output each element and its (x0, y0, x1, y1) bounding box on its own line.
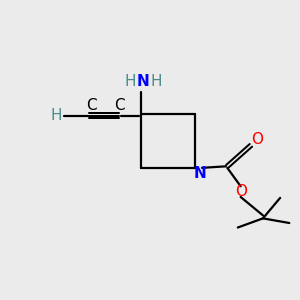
Text: H: H (150, 74, 162, 89)
Text: N: N (136, 74, 149, 89)
Text: O: O (235, 184, 247, 199)
Text: O: O (252, 131, 264, 146)
Text: C: C (86, 98, 97, 113)
Text: H: H (124, 74, 136, 89)
Text: C: C (114, 98, 125, 113)
Text: N: N (194, 166, 206, 181)
Text: -: - (61, 108, 71, 123)
Text: H: H (51, 108, 62, 123)
